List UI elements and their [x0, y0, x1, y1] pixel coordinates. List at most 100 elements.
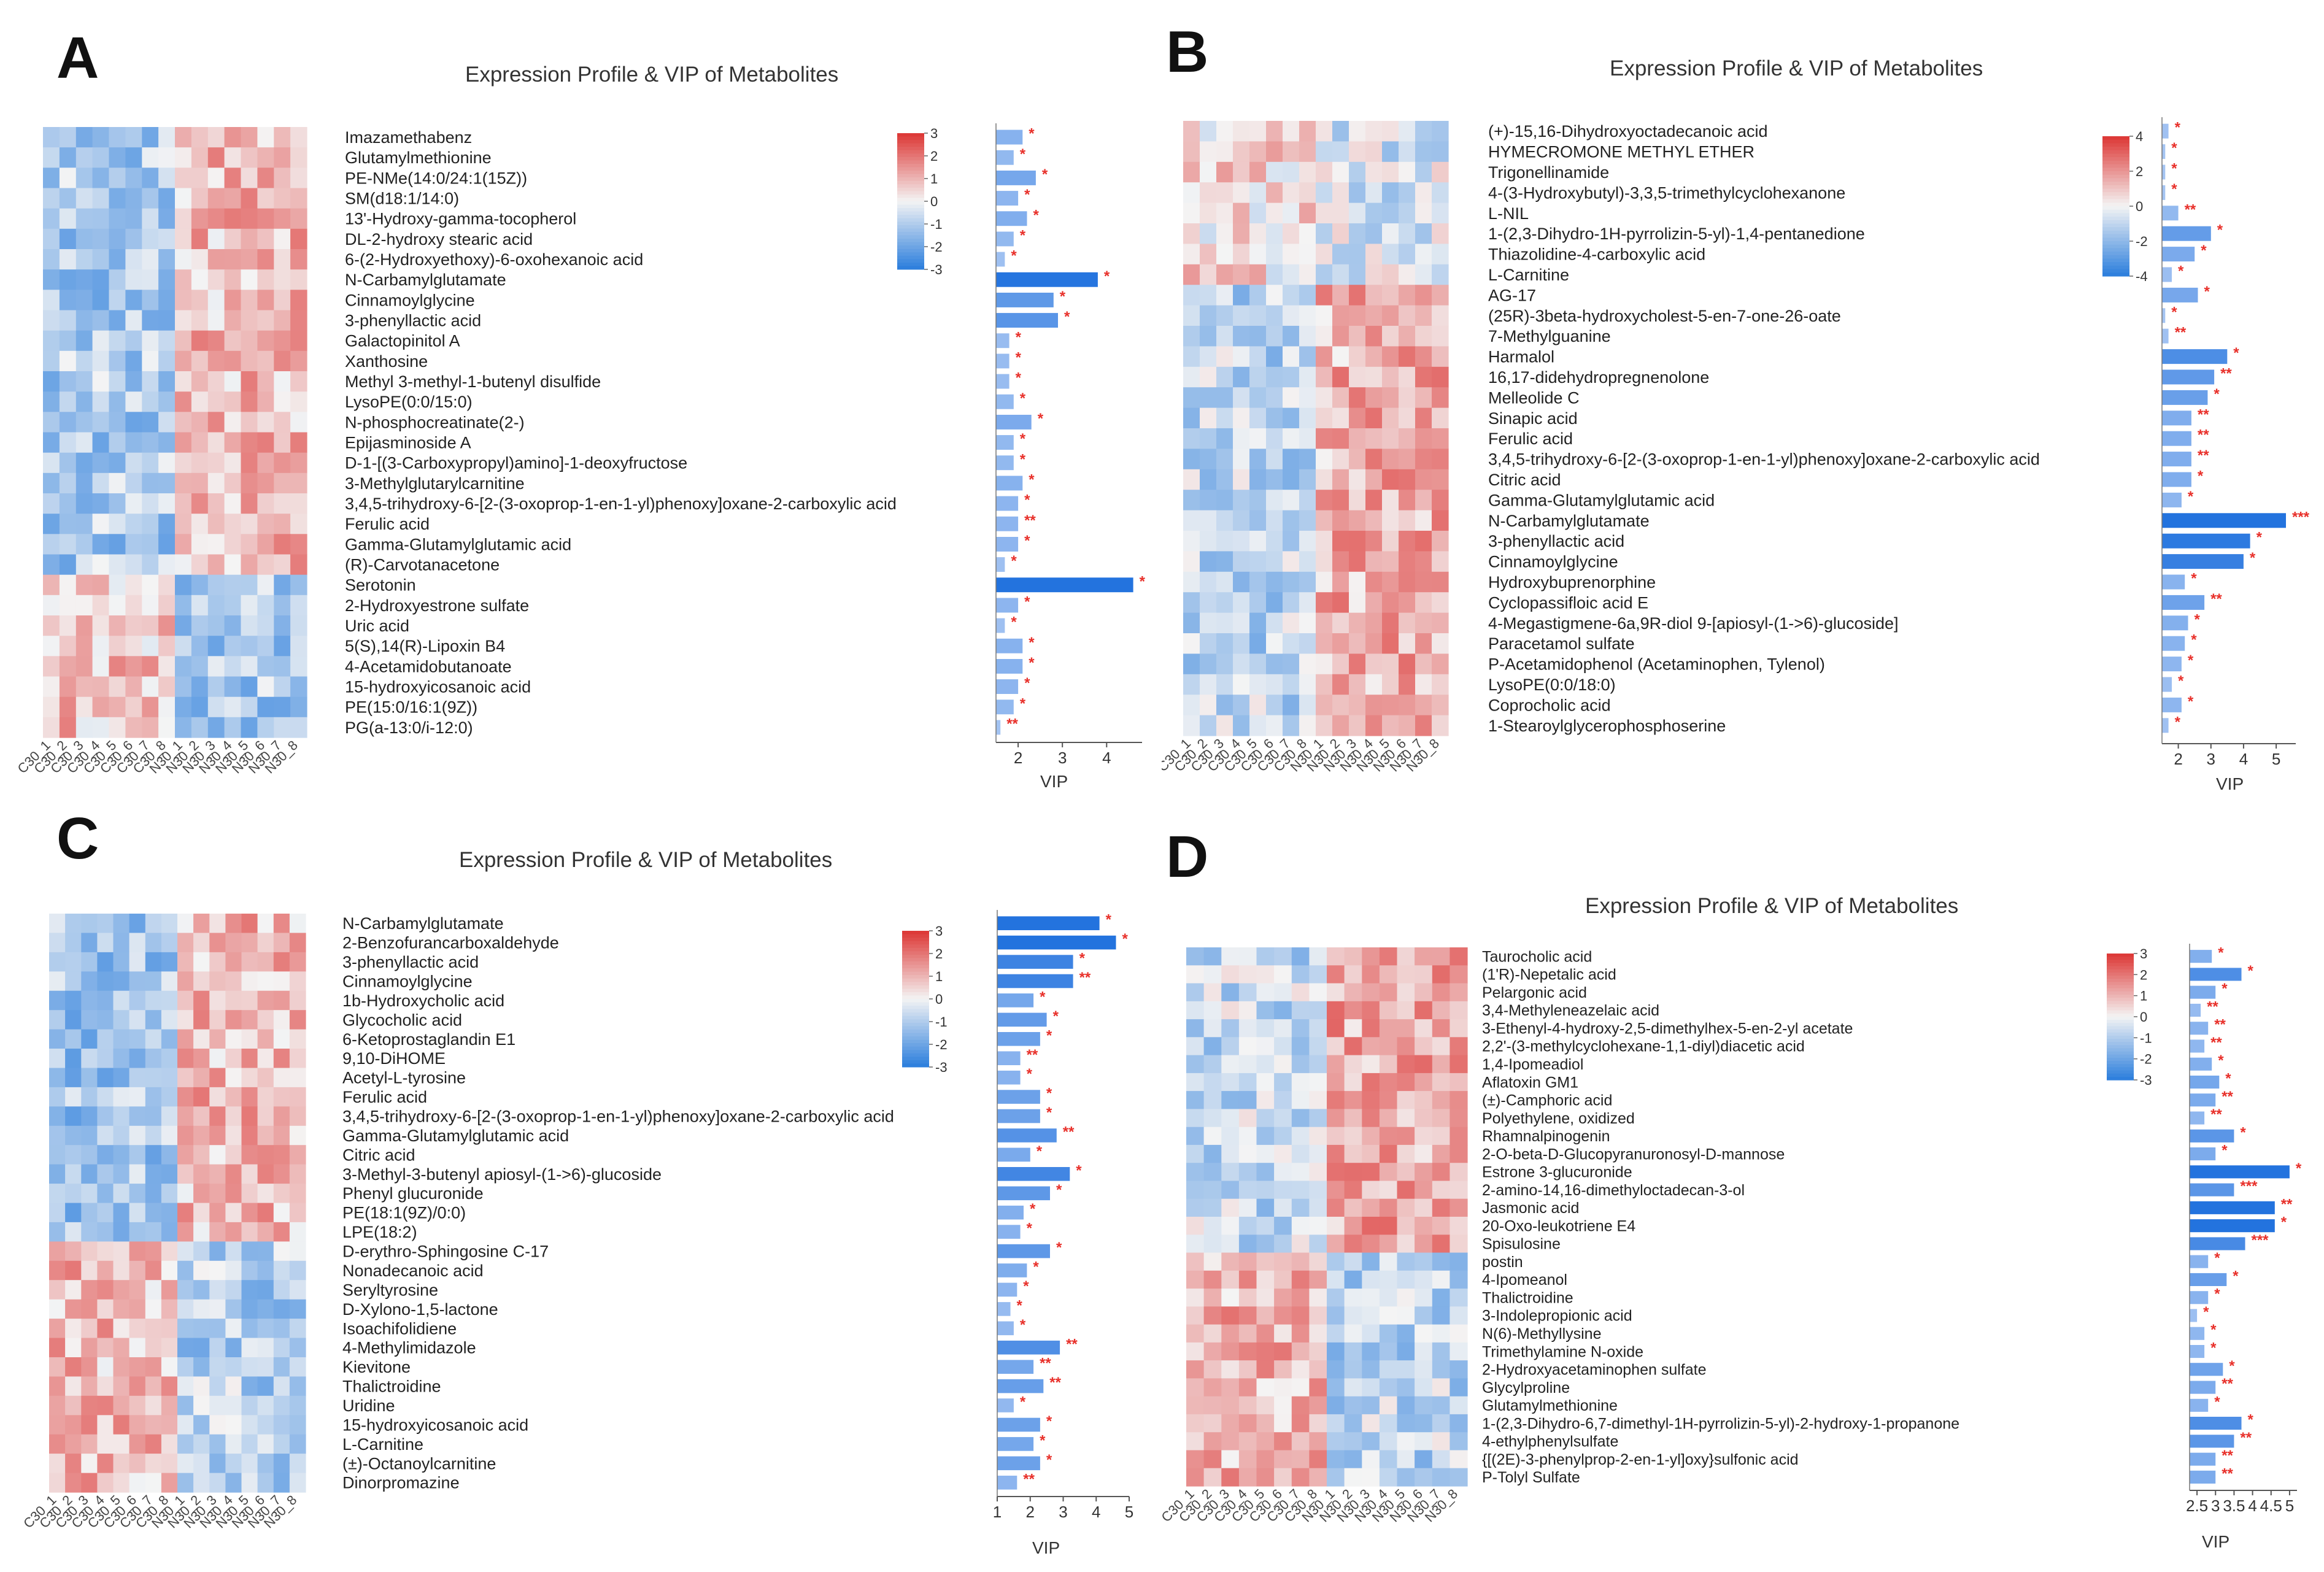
- heatmap-cell: [1238, 1019, 1257, 1038]
- heatmap-cell: [1316, 161, 1333, 183]
- heatmap-cell: [1233, 571, 1250, 593]
- heatmap-cell: [1249, 182, 1267, 204]
- heatmap-cell: [125, 127, 142, 148]
- heatmap-cell: [273, 1319, 290, 1339]
- heatmap-cell: [1256, 1270, 1275, 1289]
- heatmap-cell: [193, 914, 210, 933]
- heatmap-cell: [125, 595, 142, 616]
- heatmap-cell: [290, 452, 307, 474]
- heatmap-cell: [1309, 1468, 1327, 1487]
- heatmap-cell: [289, 1106, 306, 1127]
- heatmap-cell: [1379, 1342, 1398, 1361]
- heatmap-cell: [1344, 947, 1362, 966]
- heatmap-cell: [224, 472, 242, 494]
- heatmap-cell: [75, 228, 93, 250]
- heatmap-cell: [1349, 469, 1366, 490]
- heatmap-cell: [92, 168, 110, 189]
- heatmap-cell: [1186, 1073, 1205, 1092]
- heatmap-cell: [1203, 1019, 1222, 1038]
- heatmap-cell: [1432, 407, 1449, 429]
- heatmap-cell: [1221, 983, 1240, 1002]
- heatmap-cell: [1332, 141, 1349, 163]
- heatmap-cell: [1349, 695, 1366, 716]
- heatmap-cell: [109, 350, 126, 372]
- significance-stars: *: [1029, 471, 1035, 488]
- significance-stars: *: [2229, 1358, 2235, 1374]
- heatmap-cell: [225, 1164, 242, 1184]
- heatmap-cell: [241, 1454, 258, 1474]
- heatmap-cell: [129, 1280, 146, 1300]
- heatmap-cell: [161, 1338, 178, 1358]
- heatmap-cell: [1316, 633, 1333, 654]
- heatmap-cell: [1397, 1289, 1415, 1307]
- heatmap-cell: [175, 391, 192, 412]
- heatmap-cell: [1344, 1144, 1362, 1163]
- heatmap-cell: [1274, 1289, 1292, 1307]
- colorbar-tick-label: -1: [930, 217, 943, 232]
- heatmap-cell: [1200, 202, 1217, 224]
- colorbar-segment: [2102, 182, 2129, 186]
- heatmap-cell: [193, 1222, 210, 1242]
- vip-bar: [2162, 328, 2169, 344]
- heatmap-cell: [1249, 326, 1267, 347]
- metabolite-label: Uric acid: [345, 617, 409, 635]
- vip-bar: [997, 1070, 1021, 1085]
- vip-bar: [996, 293, 1054, 307]
- heatmap-cell: [145, 1087, 162, 1107]
- heatmap-cell: [1203, 1289, 1222, 1307]
- heatmap-cell: [193, 1260, 210, 1281]
- heatmap-cell: [209, 990, 226, 1011]
- vip-bar: [2190, 1309, 2198, 1322]
- significance-stars: ***: [2252, 1232, 2269, 1249]
- heatmap-cell: [109, 717, 126, 738]
- heatmap-cell: [289, 1010, 306, 1030]
- significance-stars: *: [1053, 1008, 1059, 1025]
- heatmap-cell: [109, 574, 126, 596]
- heatmap-cell: [1332, 571, 1349, 593]
- significance-stars: *: [2218, 945, 2224, 961]
- heatmap-cell: [1332, 449, 1349, 470]
- heatmap-cell: [1183, 407, 1200, 429]
- metabolite-label: 3-phenyllactic acid: [1488, 532, 1624, 550]
- heatmap-cell: [92, 269, 110, 290]
- heatmap-cell: [241, 1203, 258, 1223]
- significance-stars: *: [1042, 166, 1048, 183]
- heatmap-cell: [1382, 346, 1399, 368]
- metabolite-label: Estrone 3-glucuronide: [1482, 1164, 1632, 1181]
- heatmap-cell: [1309, 1163, 1327, 1182]
- metabolite-label: SM(d18:1/14:0): [345, 190, 459, 208]
- heatmap-cell: [1291, 1091, 1310, 1109]
- heatmap-cell: [1399, 531, 1416, 552]
- heatmap-cell: [1316, 202, 1333, 224]
- heatmap-cell: [1183, 633, 1200, 654]
- heatmap-cell: [274, 168, 291, 189]
- heatmap-cell: [175, 554, 192, 576]
- heatmap-cell: [43, 472, 60, 494]
- vip-bar: [996, 659, 1023, 674]
- heatmap-cell: [75, 330, 93, 352]
- heatmap-cell: [1379, 1252, 1398, 1271]
- colorbar-segment: [2107, 1026, 2134, 1030]
- vip-bar: [2190, 1022, 2209, 1035]
- heatmap-cell: [1450, 1396, 1468, 1415]
- heatmap-cell: [1203, 1396, 1222, 1415]
- heatmap-cell: [1349, 326, 1366, 347]
- heatmap-cell: [1379, 1055, 1398, 1074]
- heatmap-cell: [1432, 1378, 1450, 1397]
- heatmap-cell: [1200, 244, 1217, 265]
- heatmap-cell: [224, 310, 242, 331]
- heatmap-cell: [175, 350, 192, 372]
- heatmap-cell: [1344, 1432, 1362, 1451]
- heatmap-cell: [1291, 1001, 1310, 1020]
- heatmap-cell: [1415, 1144, 1433, 1163]
- heatmap-cell: [113, 1184, 130, 1204]
- heatmap-cell: [1349, 244, 1366, 265]
- heatmap-cell: [81, 914, 98, 933]
- heatmap-cell: [1266, 469, 1283, 490]
- heatmap-cell: [1432, 1091, 1450, 1109]
- heatmap-cell: [1274, 1019, 1292, 1038]
- heatmap-cell: [145, 914, 162, 933]
- metabolite-label: PE(18:1(9Z)/0:0): [342, 1204, 466, 1222]
- heatmap-cell: [1415, 1091, 1433, 1109]
- metabolite-label: HYMECROMONE METHYL ETHER: [1488, 143, 1755, 161]
